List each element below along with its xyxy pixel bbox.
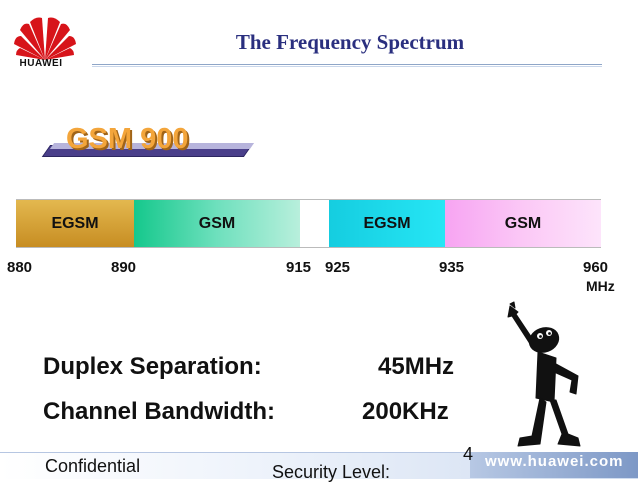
duplex-separation-label: Duplex Separation: <box>43 353 262 380</box>
unit-label: MHz <box>586 278 615 294</box>
footer-url: www.huawei.com <box>485 453 624 470</box>
segment-gsm-downlink: GSM <box>445 199 601 248</box>
tick-label: 890 <box>111 259 137 276</box>
tick-label: 960 <box>583 259 609 276</box>
footer-confidential: Confidential <box>45 456 141 476</box>
segment-guard-gap <box>300 199 329 248</box>
footer-url-banner <box>470 452 638 478</box>
title-divider-shadow <box>92 66 602 67</box>
footer-security-level: Security Level: <box>272 462 391 482</box>
channel-bandwidth-label: Channel Bandwidth: <box>43 398 275 425</box>
brand-name: HUAWEI <box>19 58 63 69</box>
page-number: 4 <box>463 444 474 464</box>
band-label: GSM 900 <box>66 123 189 155</box>
page-title: The Frequency Spectrum <box>235 30 465 54</box>
duplex-separation-value: 45MHz <box>378 353 455 380</box>
pointing-figure-icon <box>507 301 581 447</box>
huawei-logo-icon <box>14 17 76 61</box>
band-label-box: GSM 900 <box>41 123 255 157</box>
tick-label: 925 <box>325 259 351 276</box>
title-divider <box>92 64 602 65</box>
tick-label: 935 <box>439 259 465 276</box>
tick-label: 915 <box>286 259 312 276</box>
channel-bandwidth-value: 200KHz <box>362 398 449 425</box>
segment-egsm-uplink: EGSM <box>16 199 134 248</box>
tick-label: 880 <box>7 259 33 276</box>
segment-gsm-uplink: GSM <box>134 199 300 248</box>
segment-egsm-downlink: EGSM <box>329 199 445 248</box>
